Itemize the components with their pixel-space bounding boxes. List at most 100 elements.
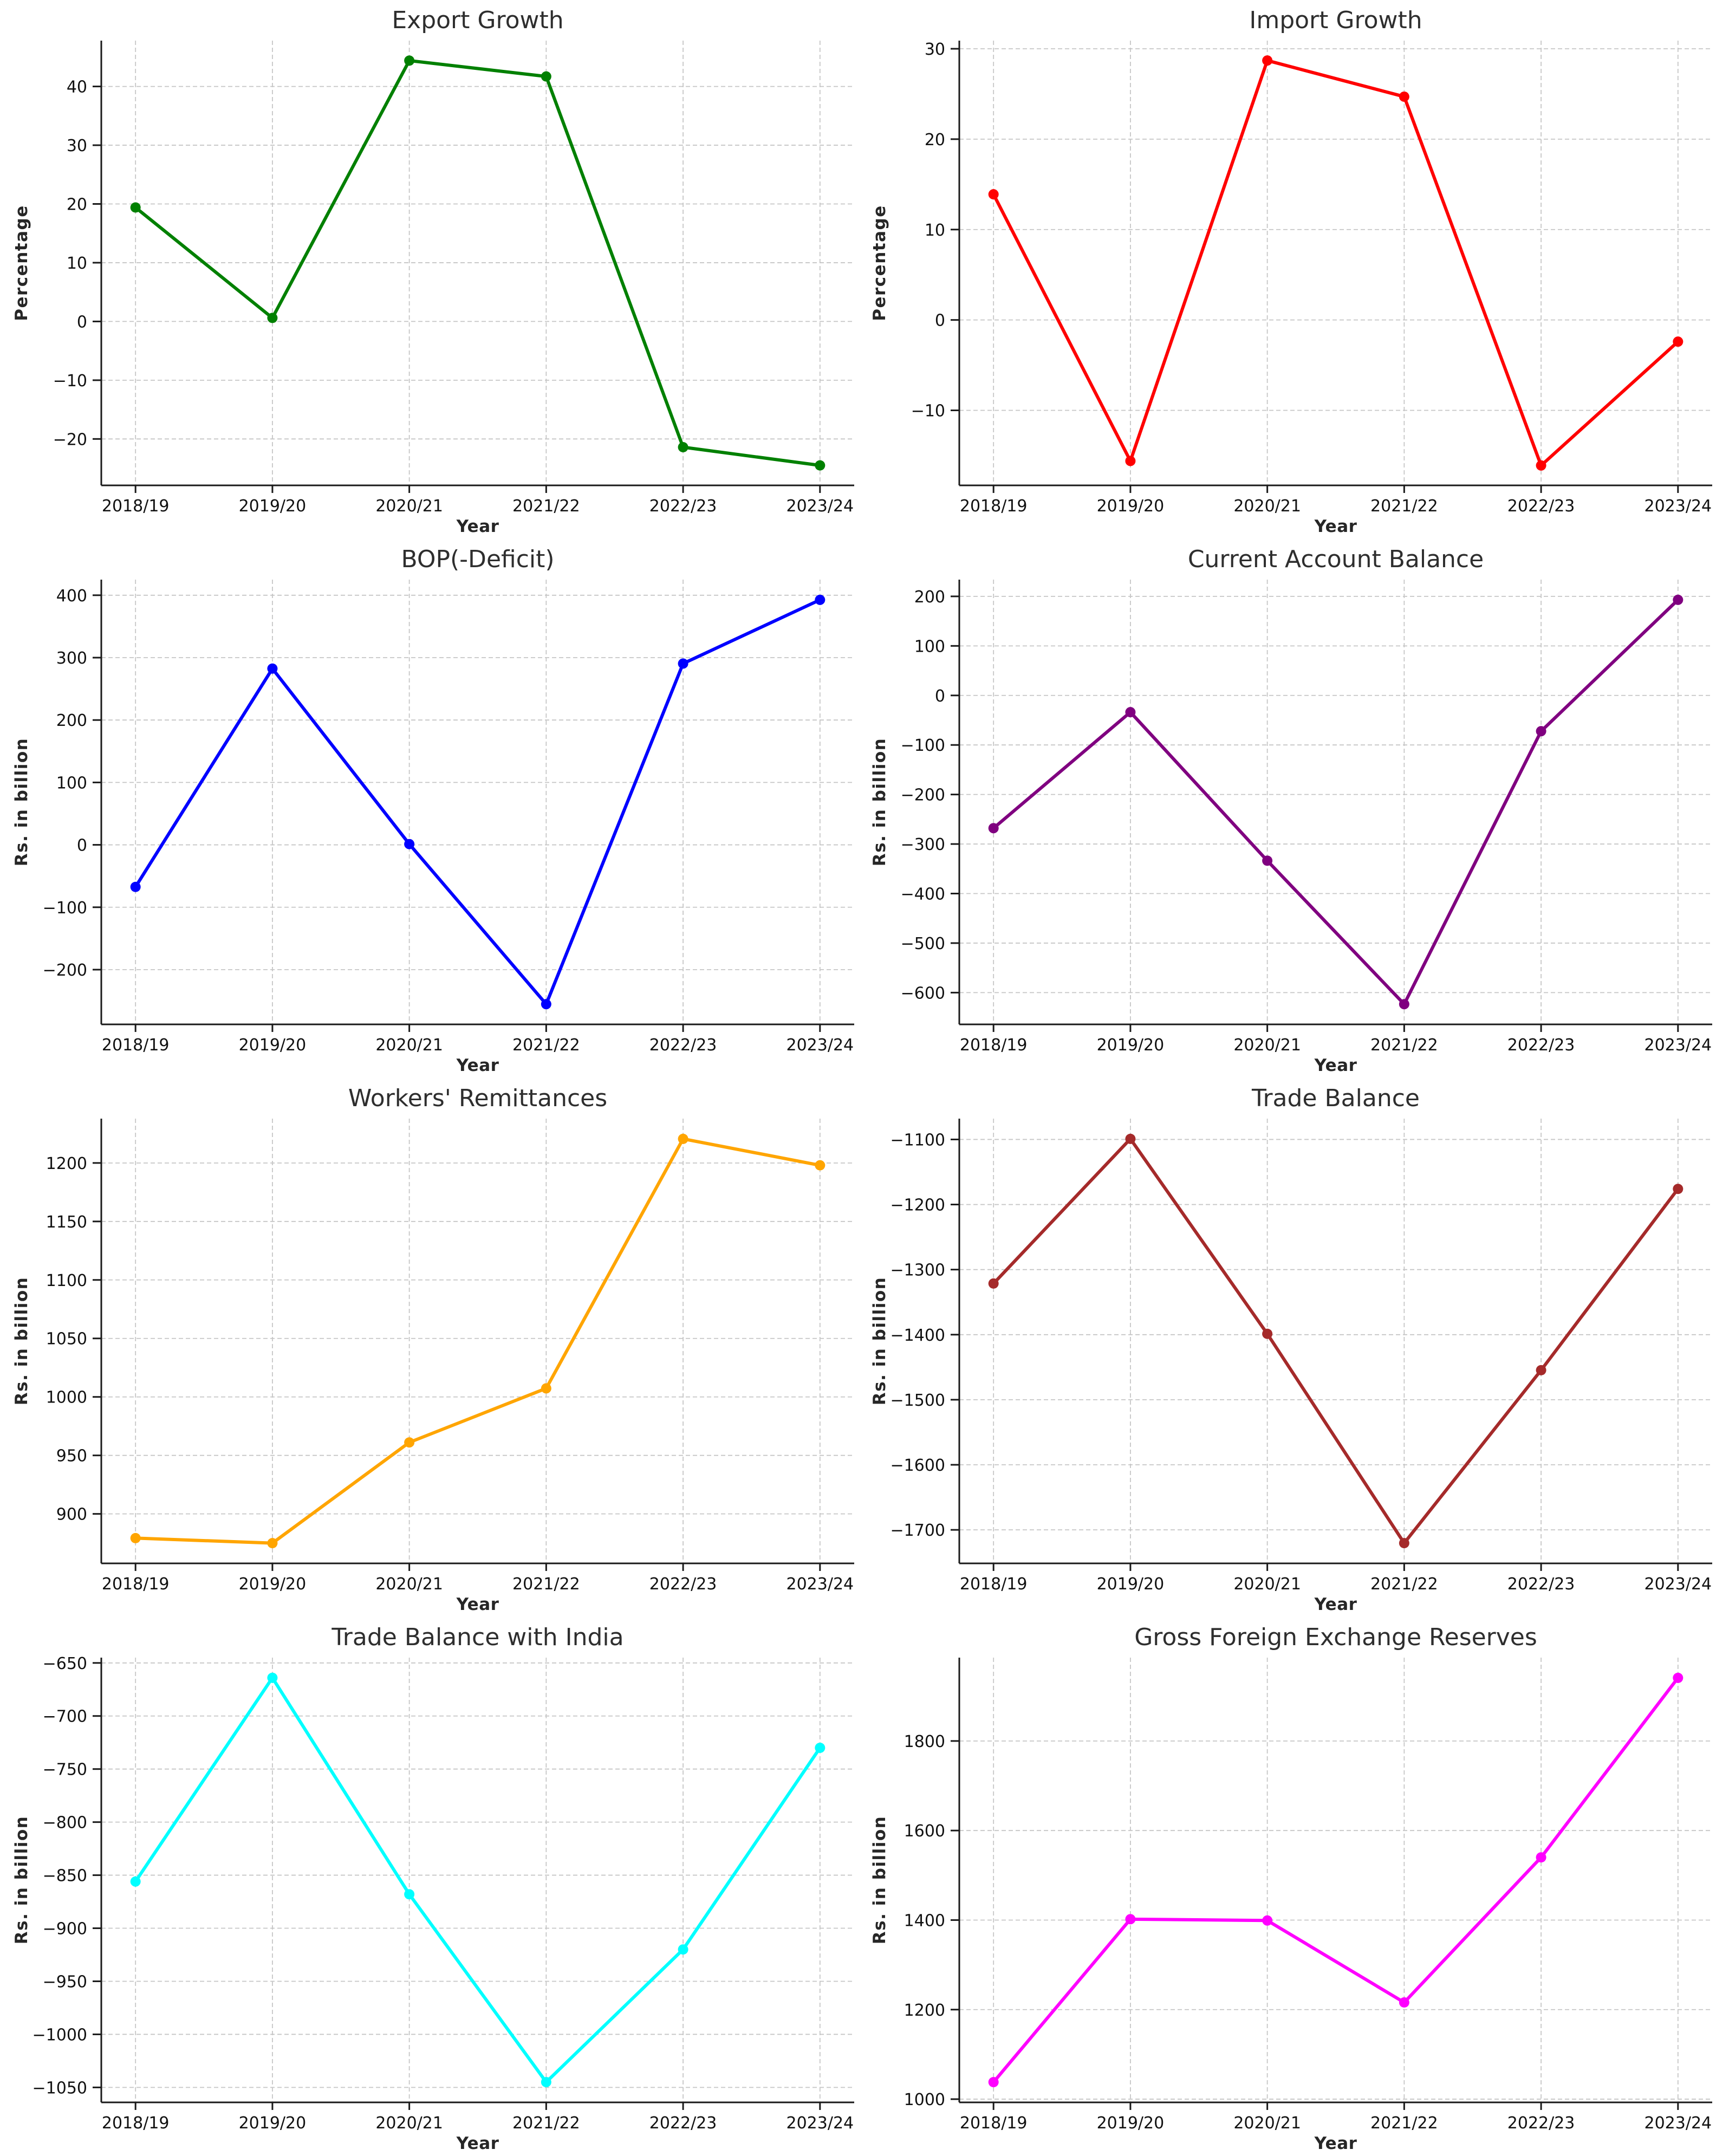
data-point <box>815 1160 826 1171</box>
x-tick-label: 2023/24 <box>1644 2114 1712 2133</box>
chart-canvas: −600 −500 −400 −300 −200 −100 0 100 200 2018/19 20… <box>870 546 1712 1075</box>
x-axis-label: Year <box>1314 1056 1357 1075</box>
chart-canvas: 900 950 1000 1050 1100 1150 1200 2018/19 2019/20… <box>12 1085 854 1614</box>
data-point <box>404 1437 415 1448</box>
x-tick-label: 2019/20 <box>1097 497 1165 516</box>
x-tick-label: 2022/23 <box>649 1575 717 1594</box>
y-tick-label: 300 <box>56 649 87 668</box>
y-tick-label: 0 <box>935 311 945 330</box>
chart-title: BOP(-Deficit) <box>401 546 554 573</box>
data-point <box>267 1672 278 1683</box>
x-tick-label: 2022/23 <box>649 2114 717 2133</box>
y-tick-label: 100 <box>56 774 87 793</box>
y-tick-label: 1400 <box>904 1911 945 1930</box>
data-point <box>1536 1365 1546 1375</box>
data-point <box>1673 336 1683 347</box>
chart-title: Gross Foreign Exchange Reserves <box>1134 1624 1537 1651</box>
y-tick-label: 40 <box>67 78 87 97</box>
data-point <box>678 658 688 669</box>
y-tick-label: 200 <box>56 711 87 730</box>
x-tick-label: 2021/22 <box>1370 2114 1438 2133</box>
y-tick-label: 1150 <box>46 1213 87 1232</box>
series-line <box>134 59 822 467</box>
y-tick-label: −650 <box>43 1654 87 1673</box>
chart-canvas: −10 0 10 20 30 2018/19 2019/20 2020/21 2021/22 20… <box>870 7 1712 536</box>
y-tick-label: −1600 <box>890 1456 945 1475</box>
x-tick-label: 2021/22 <box>512 2114 580 2133</box>
data-point <box>1125 1133 1136 1144</box>
x-tick-label: 2019/20 <box>239 1036 307 1055</box>
y-axis-label: Rs. in billion <box>870 1816 889 1944</box>
y-tick-label: 10 <box>67 254 87 273</box>
x-tick-label: 2019/20 <box>1097 2114 1165 2133</box>
y-tick-label: −950 <box>43 1972 87 1991</box>
chart-canvas: −200 −100 0 100 200 300 400 2018/19 2019/20 2020/… <box>12 546 854 1075</box>
y-tick-label: 400 <box>56 587 87 606</box>
x-tick-label: 2023/24 <box>1644 497 1712 516</box>
x-tick-label: 2021/22 <box>1370 497 1438 516</box>
x-tick-label: 2023/24 <box>786 1036 854 1055</box>
y-axis-label: Rs. in billion <box>870 1277 889 1405</box>
y-tick-label: 20 <box>925 131 945 150</box>
y-tick-label: −1700 <box>890 1521 945 1540</box>
x-tick-label: 2022/23 <box>1507 1036 1575 1055</box>
y-tick-label: 1800 <box>904 1732 945 1751</box>
data-point <box>541 1383 551 1394</box>
y-tick-label: 1200 <box>46 1154 87 1173</box>
x-tick-label: 2018/19 <box>960 2114 1028 2133</box>
data-point <box>267 1538 278 1549</box>
y-tick-label: 20 <box>67 196 87 215</box>
y-tick-label: −850 <box>43 1867 87 1886</box>
data-point <box>130 881 141 892</box>
data-point <box>130 1876 141 1887</box>
x-axis-label: Year <box>1314 517 1357 536</box>
data-point <box>267 313 278 323</box>
x-tick-label: 2022/23 <box>649 1036 717 1055</box>
series-line <box>134 1137 822 1545</box>
y-tick-label: −400 <box>901 885 945 904</box>
y-tick-label: 1600 <box>904 1822 945 1841</box>
chart-trade-balance: −1700 −1600 −1500 −1400 −1300 −1200 −1100 2018/… <box>858 1078 1716 1617</box>
data-point <box>267 663 278 674</box>
chart-title: Workers' Remittances <box>348 1085 607 1112</box>
y-tick-label: −1300 <box>890 1261 945 1280</box>
series-line <box>134 598 822 1006</box>
data-point <box>678 442 688 453</box>
y-tick-label: 1000 <box>904 2090 945 2109</box>
y-tick-label: −10 <box>53 372 87 391</box>
y-tick-label: −10 <box>911 401 945 420</box>
chart-export-growth: −20 −10 0 10 20 30 40 2018/19 2019/20 2020/21 2021… <box>0 0 858 539</box>
data-point <box>1262 855 1273 866</box>
data-point <box>988 189 999 200</box>
x-axis-label: Year <box>1314 2134 1357 2153</box>
chart-canvas: 1000 1200 1400 1600 1800 2018/19 2019/20 2020/2… <box>870 1624 1712 2153</box>
x-tick-label: 2019/20 <box>239 497 307 516</box>
x-tick-label: 2022/23 <box>1507 2114 1575 2133</box>
data-point <box>1262 1915 1273 1926</box>
y-tick-label: −200 <box>43 961 87 980</box>
data-point <box>1399 91 1409 102</box>
y-tick-label: 30 <box>67 137 87 155</box>
x-tick-label: 2021/22 <box>512 497 580 516</box>
data-point <box>1536 1852 1546 1863</box>
y-tick-label: −300 <box>901 835 945 854</box>
x-tick-label: 2018/19 <box>102 497 170 516</box>
y-axis-label: Rs. in billion <box>12 1816 31 1944</box>
x-tick-label: 2021/22 <box>1370 1036 1438 1055</box>
y-tick-label: −1200 <box>890 1196 945 1215</box>
x-tick-label: 2020/21 <box>1233 1575 1301 1594</box>
series-line <box>134 1676 822 2084</box>
series-line <box>992 1676 1680 2084</box>
data-point <box>541 71 551 82</box>
data-point <box>1125 1914 1136 1925</box>
series-line <box>992 598 1680 1006</box>
y-axis-label: Rs. in billion <box>12 1277 31 1405</box>
x-tick-label: 2022/23 <box>649 497 717 516</box>
data-point <box>988 823 999 834</box>
x-tick-label: 2019/20 <box>1097 1036 1165 1055</box>
data-point <box>988 1278 999 1289</box>
series-line <box>992 59 1680 467</box>
x-tick-label: 2018/19 <box>960 497 1028 516</box>
data-point <box>1673 1184 1683 1194</box>
data-point <box>1536 726 1546 737</box>
